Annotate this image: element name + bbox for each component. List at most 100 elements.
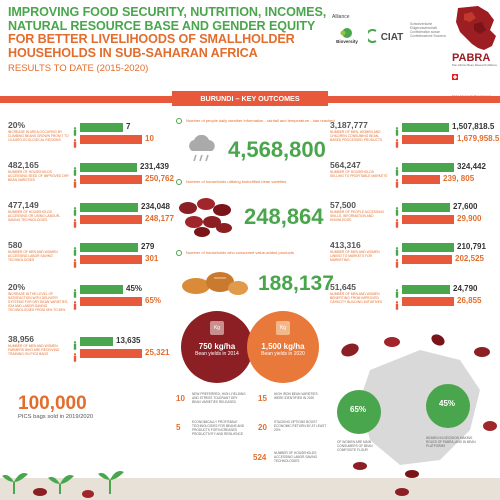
women-bar bbox=[80, 297, 142, 306]
metric-desc: NUMBER OF MEN AND WOMEN LINKED TO MARKET… bbox=[330, 250, 380, 262]
stat-value: 5 bbox=[176, 423, 181, 432]
men-value: 13,635 bbox=[116, 336, 141, 345]
cloud-rain-icon bbox=[189, 135, 215, 162]
men-value: 231,439 bbox=[140, 162, 169, 171]
biofortified-value: 248,864 bbox=[244, 204, 324, 229]
women-consumers-pct: 65% bbox=[350, 405, 367, 414]
women-value: 202,525 bbox=[455, 254, 484, 263]
men-value: 27,600 bbox=[453, 202, 478, 211]
women-value: 1,679,958.5 bbox=[457, 134, 500, 143]
metric-row: 20% INCREASE IN THE LEVEL OF SATISFACTION… bbox=[8, 282, 168, 322]
pics-value: 100,000 bbox=[18, 393, 87, 414]
man-icon bbox=[73, 337, 77, 350]
men-bar bbox=[80, 243, 138, 252]
men-value: 45% bbox=[126, 284, 143, 293]
women-value: 26,855 bbox=[457, 296, 482, 305]
bioversity-logo: Bioversity bbox=[336, 28, 358, 44]
men-bar bbox=[80, 285, 123, 294]
metric-headline: 38,956 bbox=[8, 334, 34, 344]
men-bar bbox=[402, 163, 454, 172]
metric-row: 413,316 NUMBER OF MEN AND WOMEN LINKED TO… bbox=[330, 240, 500, 280]
women-value: 301 bbox=[145, 254, 159, 263]
metric-row: 482,165 NUMBER OF HOUSEHOLDS ACCESSING SE… bbox=[8, 160, 174, 200]
woman-icon bbox=[395, 175, 399, 188]
women-bar bbox=[402, 135, 454, 144]
sprouts-illustration bbox=[2, 471, 409, 498]
metric-headline: 477,149 bbox=[8, 200, 39, 210]
section-label: BURUNDI – KEY OUTCOMES bbox=[172, 91, 328, 106]
woman-icon bbox=[395, 215, 399, 228]
women-consumers-desc: OF WOMEN ARE MAIN CONSUMERS OF BEAN COMP… bbox=[337, 440, 373, 452]
man-icon bbox=[73, 123, 77, 136]
men-bar bbox=[80, 163, 137, 172]
partner-note: Schweizerische Eidgenossenschaft Confédé… bbox=[410, 22, 446, 38]
pics-label: PICS bags sold in 2019/2020 bbox=[18, 414, 94, 420]
bread-products-icon bbox=[182, 272, 248, 295]
metric-row: 477,149 NUMBER OF HOUSEHOLDS ACCESSING OR… bbox=[8, 200, 174, 240]
ciat-logo: CIAT bbox=[368, 29, 404, 43]
women-value: 248,177 bbox=[145, 214, 174, 223]
title-line-2: NATURAL RESOURCE BASE AND GENDER EQUITY bbox=[8, 18, 316, 33]
woman-icon bbox=[73, 175, 77, 188]
metric-headline: 482,165 bbox=[8, 160, 39, 170]
man-icon bbox=[73, 285, 77, 298]
men-bar bbox=[402, 123, 449, 132]
metric-desc: NUMBER OF MEN AND WOMEN ACCESSING LABOR … bbox=[8, 250, 58, 262]
yield-2014-value: 750 kg/ha bbox=[198, 342, 236, 351]
metric-desc: NUMBER OF HOUSEHOLDS ACCESSING SEED OF I… bbox=[8, 170, 70, 182]
subtitle: RESULTS TO DATE (2015-2020) bbox=[8, 63, 149, 75]
svg-text:CIAT: CIAT bbox=[381, 32, 404, 43]
woman-icon bbox=[73, 255, 77, 268]
women-bar bbox=[402, 297, 454, 306]
beans-pile-icon bbox=[179, 198, 232, 237]
metric-row: 51,645 NUMBER OF MEN AND WOMEN BENEFITING… bbox=[330, 282, 500, 322]
men-value: 24,790 bbox=[453, 284, 478, 293]
men-bar bbox=[80, 203, 138, 212]
stat-value: 524 bbox=[253, 453, 267, 462]
women-value: 65% bbox=[145, 296, 162, 305]
title-line-1: IMPROVING FOOD SECURITY, NUTRITION, INCO… bbox=[8, 5, 327, 19]
woman-icon bbox=[395, 297, 399, 310]
bullet-icon bbox=[176, 118, 182, 124]
metric-headline: 20% bbox=[8, 282, 26, 292]
woman-icon bbox=[395, 135, 399, 148]
stat-desc: NEW PREFERRED, HIGH-YIELDING AND STRESS … bbox=[192, 392, 246, 404]
stat-value: 10 bbox=[176, 394, 185, 403]
women-consumers-circle bbox=[337, 390, 381, 434]
women-decision-circle bbox=[426, 384, 470, 428]
yield-2014-circle: Kg 750 kg/ha Bean yields in 2014 bbox=[181, 311, 253, 383]
value-added-desc: Number of households who consumed value-… bbox=[186, 250, 294, 255]
stat-value: 20 bbox=[258, 423, 267, 432]
man-icon bbox=[73, 163, 77, 176]
women-decision-desc: WOMEN IN DECISION MAKING ROLES OF PABRA,… bbox=[426, 436, 476, 448]
women-bar bbox=[80, 135, 142, 144]
yield-2020-circle: Kg 1,500 kg/ha Bean yields in 2020 bbox=[247, 311, 319, 383]
yield-2014-label: Bean yields in 2014 bbox=[195, 351, 239, 357]
header: IMPROVING FOOD SECURITY, NUTRITION, INCO… bbox=[8, 5, 328, 75]
women-value: 10 bbox=[145, 134, 154, 143]
metric-desc: NUMBER OF PEOPLE ACCESSING SKILLS, INFOR… bbox=[330, 210, 385, 222]
title-line-4: HOUSEHOLDS IN SUB-SAHARAN AFRICA bbox=[8, 45, 258, 60]
biofortified-desc: Number of households utilizing biofortif… bbox=[186, 179, 287, 184]
metric-headline: 57,500 bbox=[330, 200, 356, 210]
stat-desc: STACKING OPTIONS BOOST ECONOMIC RETURN B… bbox=[274, 420, 327, 432]
man-icon bbox=[73, 203, 77, 216]
men-value: 210,791 bbox=[457, 242, 486, 251]
metric-row: 564,247 NUMBER OF HOUSEHOLDS SELLING TO P… bbox=[330, 160, 500, 200]
metric-desc: NUMBER OF HOUSEHOLDS SELLING TO PROFITAB… bbox=[330, 170, 388, 178]
men-bar bbox=[402, 243, 454, 252]
metric-desc: NUMBER OF HOUSEHOLDS ACCESSING OR USING … bbox=[8, 210, 61, 222]
metric-headline: 20% bbox=[8, 120, 26, 130]
yield-2020-value: 1,500 kg/ha bbox=[261, 342, 305, 351]
women-bar bbox=[402, 255, 452, 264]
weather-desc: Number of people daily weather informati… bbox=[186, 118, 335, 123]
metric-row: 20% INCREASE IN AREA OCCUPIED BY CLIMBING… bbox=[8, 120, 168, 160]
stat-desc: HIGH IRON BEAN VARIETIES WERE IDENTIFIED… bbox=[274, 392, 318, 400]
bullet-icon bbox=[176, 179, 182, 185]
weather-value: 4,568,800 bbox=[228, 137, 326, 162]
women-decision-pct: 45% bbox=[439, 399, 456, 408]
metric-desc: INCREASE IN THE LEVEL OF SATISFACTION WI… bbox=[8, 292, 69, 312]
men-bar bbox=[402, 203, 450, 212]
woman-icon bbox=[73, 135, 77, 148]
bullet-icon bbox=[176, 250, 182, 256]
